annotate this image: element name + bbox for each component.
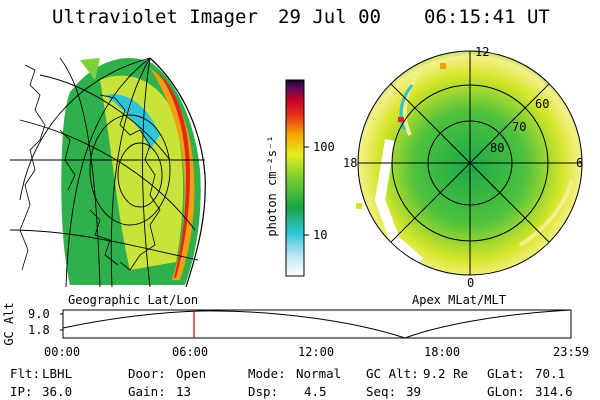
ip-label: IP: (10, 384, 33, 399)
mlat-label-70: 70 (512, 120, 527, 134)
observation-time: 06:15:41 UT (424, 6, 550, 28)
mlt-label-6: 6 (576, 156, 584, 170)
timeline-xtick-1200: 12:00 (298, 345, 335, 359)
dsp-label: Dsp: (248, 384, 279, 399)
seq-value: 39 (406, 384, 422, 399)
seq-label: Seq: (366, 384, 397, 399)
timeline-ytick-9: 9.0 (28, 307, 50, 321)
timeline-xtick-2359: 23:59 (553, 345, 590, 359)
mlt-label-18: 18 (343, 156, 358, 170)
dsp-value: 4.5 (304, 384, 327, 399)
app-title: Ultraviolet Imager (52, 6, 258, 28)
mlt-label-0: 0 (467, 276, 475, 290)
altitude-timeline (60, 309, 572, 339)
glon-value: 314.6 (535, 384, 573, 399)
polar-image (356, 50, 583, 276)
door-value: Open (176, 366, 207, 381)
timeline-ytick-1_8: 1.8 (28, 323, 50, 337)
timeline-axis-label: GC Alt (2, 302, 16, 346)
timeline-xtick-1800: 18:00 (424, 345, 461, 359)
mlat-label-80: 80 (490, 141, 505, 155)
ip-value: 36.0 (42, 384, 73, 399)
mlat-label-60: 60 (535, 97, 550, 111)
gc-alt-value: 9.2 Re (423, 366, 469, 381)
timeline-xtick-0600: 06:00 (172, 345, 209, 359)
gain-label: Gain: (128, 384, 166, 399)
gc-alt-label: GC Alt: (366, 366, 419, 381)
colorbar-tick-label-10: 10 (313, 228, 328, 242)
mode-value: Normal (296, 366, 342, 381)
apex-caption: Apex MLat/MLT (412, 293, 506, 307)
colorbar-unit-label: photon cm⁻²s⁻¹ (265, 135, 279, 237)
mlt-label-12: 12 (475, 45, 490, 59)
filter-value: LBHL (42, 366, 73, 381)
glon-label: GLon: (487, 384, 525, 399)
mode-label: Mode: (248, 366, 286, 381)
door-label: Door: (128, 366, 166, 381)
filter-label: Flt: (10, 366, 41, 381)
geographic-image (10, 57, 206, 287)
gain-value: 13 (176, 384, 192, 399)
glat-value: 70.1 (535, 366, 566, 381)
timeline-xtick-0000: 00:00 (44, 345, 81, 359)
colorbar (285, 79, 305, 277)
observation-date: 29 Jul 00 (278, 6, 381, 28)
glat-label: GLat: (487, 366, 525, 381)
colorbar-tick-label-100: 100 (313, 140, 335, 154)
geographic-caption: Geographic Lat/Lon (68, 293, 199, 307)
